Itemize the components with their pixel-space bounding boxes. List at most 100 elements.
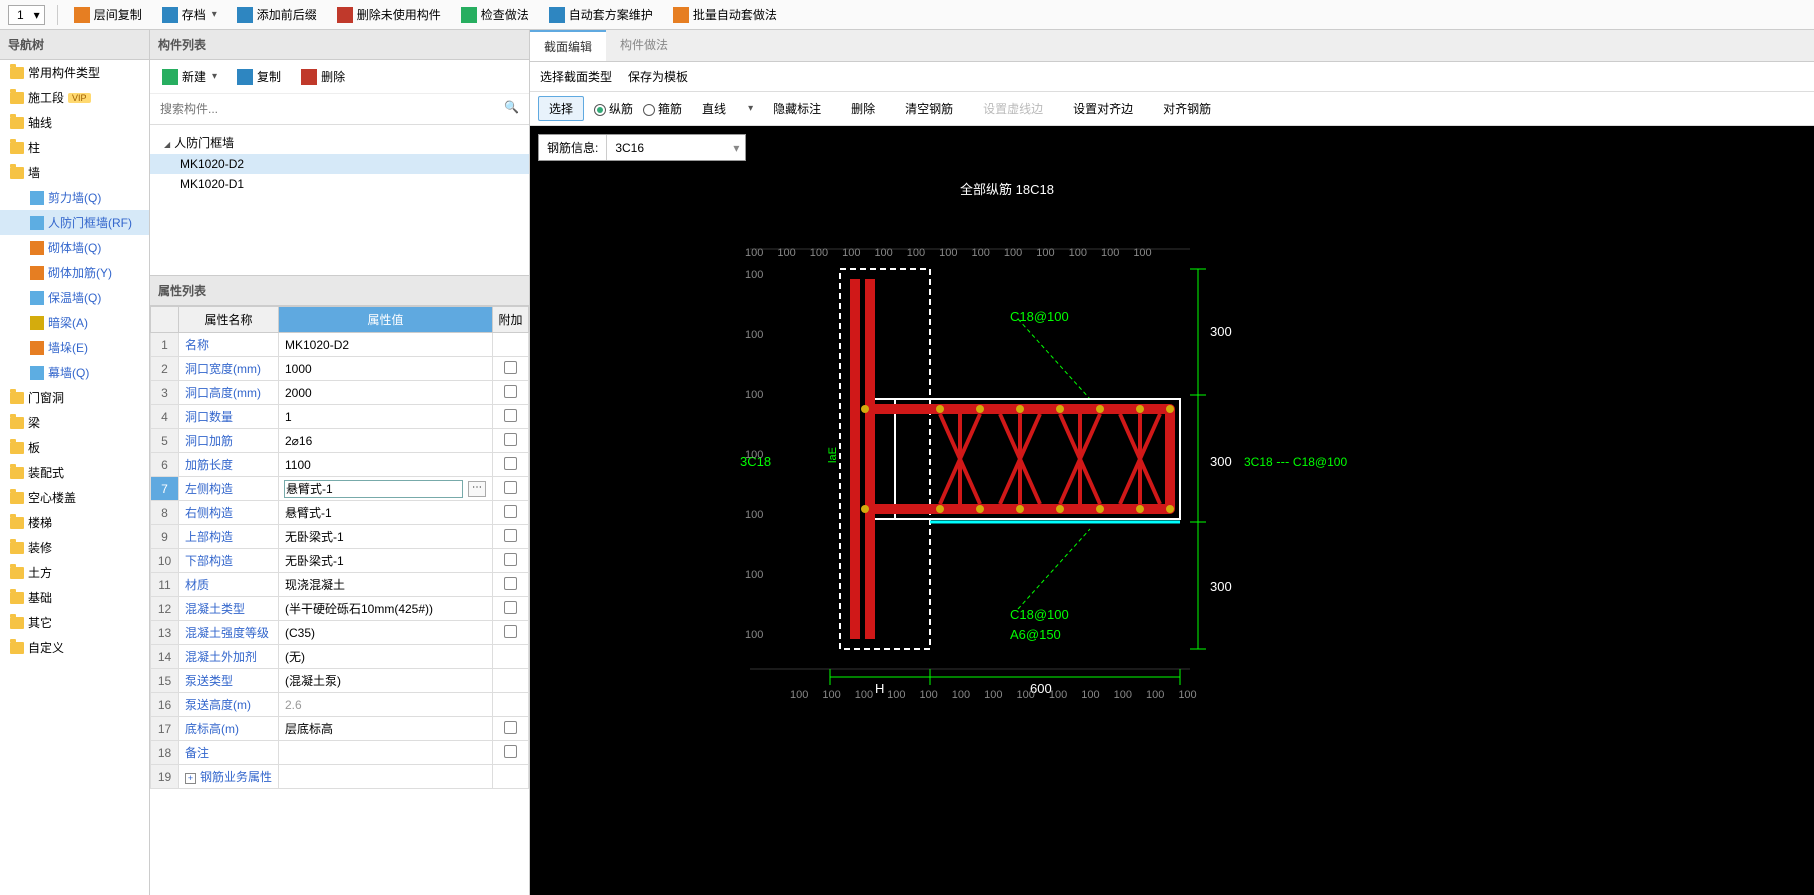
tab-component-method[interactable]: 构件做法 bbox=[606, 30, 682, 61]
save-as-template[interactable]: 保存为模板 bbox=[628, 68, 688, 85]
prop-extra[interactable] bbox=[493, 621, 529, 645]
prop-value[interactable]: 2.6 bbox=[279, 693, 493, 717]
tabs: 截面编辑 构件做法 bbox=[530, 30, 1814, 62]
prop-extra[interactable] bbox=[493, 381, 529, 405]
prop-value[interactable]: 2000 bbox=[279, 381, 493, 405]
nav-其它[interactable]: 其它 bbox=[0, 610, 149, 635]
prop-value[interactable]: (无) bbox=[279, 645, 493, 669]
nav-梁[interactable]: 梁 bbox=[0, 410, 149, 435]
prop-value[interactable]: MK1020-D2 bbox=[279, 333, 493, 357]
col-index bbox=[151, 307, 179, 333]
toolbar-删除未使用构件[interactable]: 删除未使用构件 bbox=[333, 4, 445, 25]
tab-section-edit[interactable]: 截面编辑 bbox=[530, 30, 606, 61]
prop-extra[interactable] bbox=[493, 501, 529, 525]
copy-button[interactable]: 复制 bbox=[233, 66, 285, 87]
prop-value[interactable]: (半干硬砼砾石10mm(425#)) bbox=[279, 597, 493, 621]
row-index: 8 bbox=[151, 501, 179, 525]
prop-extra[interactable] bbox=[493, 669, 529, 693]
prop-extra[interactable] bbox=[493, 477, 529, 501]
nav-自定义[interactable]: 自定义 bbox=[0, 635, 149, 660]
nav-装配式[interactable]: 装配式 bbox=[0, 460, 149, 485]
clear-rebar[interactable]: 清空钢筋 bbox=[895, 97, 963, 120]
prop-value[interactable]: (混凝土泵) bbox=[279, 669, 493, 693]
prop-value[interactable]: (C35) bbox=[279, 621, 493, 645]
nav-土方[interactable]: 土方 bbox=[0, 560, 149, 585]
nav-暗梁(A)[interactable]: 暗梁(A) bbox=[0, 310, 149, 335]
prop-name: 洞口宽度(mm) bbox=[179, 357, 279, 381]
prop-extra[interactable] bbox=[493, 645, 529, 669]
nav-空心楼盖[interactable]: 空心楼盖 bbox=[0, 485, 149, 510]
nav-轴线[interactable]: 轴线 bbox=[0, 110, 149, 135]
nav-人防门框墙(RF)[interactable]: 人防门框墙(RF) bbox=[0, 210, 149, 235]
toolbar-批量自动套做法[interactable]: 批量自动套做法 bbox=[669, 4, 781, 25]
toolbar-自动套方案维护[interactable]: 自动套方案维护 bbox=[545, 4, 657, 25]
nav-柱[interactable]: 柱 bbox=[0, 135, 149, 160]
prop-value[interactable]: 1 bbox=[279, 405, 493, 429]
prop-value[interactable]: 无卧梁式-1 bbox=[279, 549, 493, 573]
line-tool[interactable]: 直线 bbox=[692, 97, 736, 120]
prop-extra[interactable] bbox=[493, 597, 529, 621]
prop-value[interactable]: 1100 bbox=[279, 453, 493, 477]
nav-幕墙(Q)[interactable]: 幕墙(Q) bbox=[0, 360, 149, 385]
align-rebar[interactable]: 对齐钢筋 bbox=[1153, 97, 1221, 120]
prop-extra[interactable] bbox=[493, 765, 529, 789]
select-tool[interactable]: 选择 bbox=[538, 96, 584, 121]
toolbar-存档[interactable]: 存档▾ bbox=[158, 4, 221, 25]
prop-value[interactable]: 悬臂式-1 bbox=[279, 501, 493, 525]
nav-楼梯[interactable]: 楼梯 bbox=[0, 510, 149, 535]
prop-value[interactable] bbox=[279, 741, 493, 765]
prop-value[interactable]: 现浇混凝土 bbox=[279, 573, 493, 597]
layer-dropdown[interactable]: 1 bbox=[8, 5, 45, 25]
delete-button[interactable]: 删除 bbox=[297, 66, 349, 87]
prop-value[interactable]: 1000 bbox=[279, 357, 493, 381]
prop-extra[interactable] bbox=[493, 525, 529, 549]
prop-extra[interactable] bbox=[493, 405, 529, 429]
rebar-info-dropdown[interactable]: ▾ bbox=[727, 141, 745, 155]
rebar-info-input[interactable] bbox=[607, 137, 727, 159]
nav-常用构件类型[interactable]: 常用构件类型 bbox=[0, 60, 149, 85]
prop-extra[interactable] bbox=[493, 693, 529, 717]
select-section-type[interactable]: 选择截面类型 bbox=[540, 68, 612, 85]
prop-value[interactable]: 层底标高 bbox=[279, 717, 493, 741]
prop-extra[interactable] bbox=[493, 573, 529, 597]
nav-基础[interactable]: 基础 bbox=[0, 585, 149, 610]
set-align-edge[interactable]: 设置对齐边 bbox=[1063, 97, 1143, 120]
prop-value[interactable] bbox=[279, 765, 493, 789]
comp-item[interactable]: MK1020-D1 bbox=[150, 174, 529, 194]
search-row: 🔍 bbox=[150, 94, 529, 125]
nav-砌体墙(Q)[interactable]: 砌体墙(Q) bbox=[0, 235, 149, 260]
prop-extra[interactable] bbox=[493, 717, 529, 741]
comp-root[interactable]: 人防门框墙 bbox=[150, 131, 529, 154]
hide-annotation[interactable]: 隐藏标注 bbox=[763, 97, 831, 120]
ellipsis-button[interactable]: ⋯ bbox=[468, 481, 486, 497]
nav-墙垛(E)[interactable]: 墙垛(E) bbox=[0, 335, 149, 360]
section-canvas[interactable]: 全部纵筋 18C18 C18@100 C18@100 A6@150 3C18 3… bbox=[530, 169, 1814, 895]
prop-value[interactable]: 无卧梁式-1 bbox=[279, 525, 493, 549]
nav-砌体加筋(Y)[interactable]: 砌体加筋(Y) bbox=[0, 260, 149, 285]
search-icon[interactable]: 🔍 bbox=[504, 100, 519, 114]
prop-extra[interactable] bbox=[493, 357, 529, 381]
nav-墙[interactable]: 墙 bbox=[0, 160, 149, 185]
nav-装修[interactable]: 装修 bbox=[0, 535, 149, 560]
prop-extra[interactable] bbox=[493, 549, 529, 573]
nav-保温墙(Q)[interactable]: 保温墙(Q) bbox=[0, 285, 149, 310]
radio-stirrup[interactable]: 箍筋 bbox=[643, 100, 682, 117]
nav-门窗洞[interactable]: 门窗洞 bbox=[0, 385, 149, 410]
prop-extra[interactable] bbox=[493, 741, 529, 765]
prop-value[interactable]: ⋯ bbox=[279, 477, 493, 501]
toolbar-检查做法[interactable]: 检查做法 bbox=[457, 4, 533, 25]
radio-longitudinal[interactable]: 纵筋 bbox=[594, 100, 633, 117]
prop-extra[interactable] bbox=[493, 429, 529, 453]
prop-extra[interactable] bbox=[493, 333, 529, 357]
nav-剪力墙(Q)[interactable]: 剪力墙(Q) bbox=[0, 185, 149, 210]
delete-cmd[interactable]: 删除 bbox=[841, 97, 885, 120]
toolbar-层间复制[interactable]: 层间复制 bbox=[70, 4, 146, 25]
comp-item[interactable]: MK1020-D2 bbox=[150, 154, 529, 174]
nav-施工段[interactable]: 施工段VIP bbox=[0, 85, 149, 110]
nav-板[interactable]: 板 bbox=[0, 435, 149, 460]
prop-extra[interactable] bbox=[493, 453, 529, 477]
search-input[interactable] bbox=[156, 98, 523, 120]
prop-value[interactable]: 2⌀16 bbox=[279, 429, 493, 453]
new-button[interactable]: 新建▾ bbox=[158, 66, 221, 87]
toolbar-添加前后缀[interactable]: 添加前后缀 bbox=[233, 4, 321, 25]
